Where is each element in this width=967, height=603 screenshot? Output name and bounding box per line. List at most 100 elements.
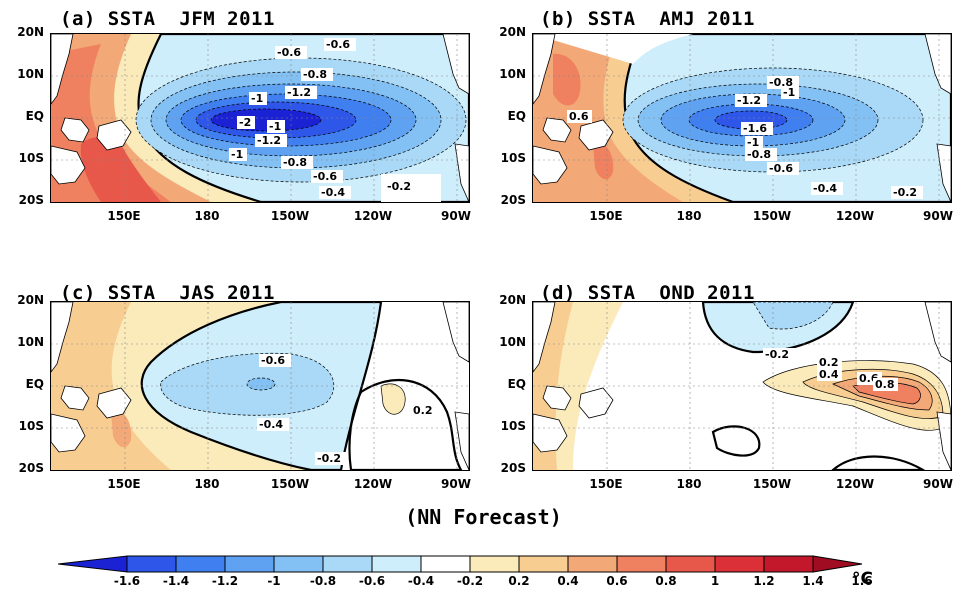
colorbar-swatch: [763, 555, 814, 573]
panel-title-c: (c) SSTA JAS 2011: [60, 282, 275, 304]
contour-label-bg: [873, 378, 898, 391]
colorbar-swatch: [322, 555, 373, 573]
contour-label: 0.6: [569, 110, 589, 123]
land: [924, 34, 951, 95]
contour-label: 0.2: [413, 404, 433, 417]
colorbar-swatch: [616, 555, 667, 573]
lon-label: 180: [676, 477, 702, 491]
land: [60, 117, 90, 143]
colorbar-tick-label: -1.2: [211, 574, 239, 588]
lon-label: 120W: [353, 209, 393, 223]
ssta-shade: [348, 378, 463, 470]
land: [936, 411, 951, 470]
land: [542, 385, 572, 411]
lat-label: 20S: [18, 193, 44, 207]
lat-label: 10N: [17, 335, 44, 349]
colorbar-swatch: [665, 555, 716, 573]
lon-label: 90W: [923, 477, 953, 491]
lat-label: EQ: [25, 377, 44, 391]
contour-label: -0.8: [303, 68, 327, 81]
colorbar-unit: °C: [852, 569, 873, 589]
colorbar-swatch: [812, 555, 863, 573]
lat-label: 10S: [18, 151, 44, 165]
contour-label-bg: [259, 354, 291, 367]
colorbar-tick-label: -1: [267, 574, 281, 588]
contour-label: -0.6: [261, 354, 285, 367]
contour-label-bg: [745, 148, 777, 161]
ssta-shade: [553, 53, 581, 106]
colorbar-tick-label: 0.6: [606, 574, 628, 588]
colorbar-tick-label: 1.2: [753, 574, 775, 588]
colorbar-swatch: [224, 555, 275, 573]
lat-label: 20N: [17, 293, 44, 307]
contour-label: -0.4: [321, 186, 345, 199]
colorbar-tick-label: -0.8: [309, 574, 337, 588]
map-panel-c: -0.6 -0.4 -0.2 0.2: [50, 301, 470, 471]
lat-label: 10S: [500, 419, 526, 433]
contour-label-bg: [257, 418, 289, 431]
colorbar-tick-label: 0.8: [655, 574, 677, 588]
contour-label: -2: [239, 116, 251, 129]
ssta-map-d: -0.20.20.4 0.60.8: [533, 302, 951, 470]
contour-label-bg: [411, 404, 436, 417]
ssta-shade: [380, 383, 406, 415]
contour-label: 0.4: [819, 368, 839, 381]
land: [533, 34, 556, 105]
contour-label-bg: [315, 452, 347, 465]
colorbar-tick-label: 0.2: [508, 574, 530, 588]
lon-label: 150W: [752, 209, 792, 223]
contour-label: -0.8: [769, 76, 793, 89]
lon-label: 120W: [835, 477, 875, 491]
colorbar-swatch: [126, 555, 177, 573]
contour-label: 0.2: [819, 356, 839, 369]
contour-label-bg: [237, 116, 255, 129]
contour-label-bg: [255, 134, 287, 147]
map-panel-d: -0.2 0.2 0.4 0.6 0.8: [532, 301, 952, 471]
contour-label-bg: [817, 368, 842, 381]
contour-label: -0.2: [893, 186, 917, 199]
contour-label-bg: [741, 122, 773, 135]
lat-label: 20N: [499, 293, 526, 307]
lat-label: 10N: [17, 67, 44, 81]
lon-label: 150E: [589, 209, 623, 223]
lon-label: 150W: [270, 477, 310, 491]
land: [442, 302, 469, 363]
land: [924, 302, 951, 363]
ssta-map-b: 0.6-0.8-1.2-1-1.6-1-0.8-0.6-0.4 -0.2: [533, 34, 951, 202]
ssta-shade: [80, 136, 161, 202]
contour-label-bg: [811, 182, 843, 195]
contour-label: -0.2: [387, 180, 411, 193]
land: [578, 387, 614, 419]
lon-label: 150W: [270, 209, 310, 223]
lat-label: 10S: [18, 419, 44, 433]
ssta-map-a: -0.6-0.6-0.8-1 -1.2-1-2-1.2-1-0.8-0.6-0.4…: [51, 34, 469, 202]
contour-label-bg: [767, 76, 799, 89]
contour-label-bg: [267, 120, 285, 133]
contour-label: -0.8: [283, 156, 307, 169]
contour-label: -1: [251, 92, 263, 105]
panel-title-a: (a) SSTA JFM 2011: [60, 8, 275, 30]
contour-label-bg: [229, 148, 247, 161]
colorbar-tick-label: 1.4: [802, 574, 824, 588]
contour-label-bg: [275, 46, 307, 59]
contour-label: -0.8: [747, 148, 771, 161]
lat-label: 20S: [18, 461, 44, 475]
contour-label: 0.8: [875, 378, 895, 391]
contour-label-bg: [285, 86, 317, 99]
contour-label-bg: [891, 186, 923, 199]
colorbar-tick-label: 0.4: [557, 574, 579, 588]
lon-label: 120W: [835, 209, 875, 223]
contour-label-bg: [319, 186, 351, 199]
ssta-shade: [210, 108, 322, 132]
ssta-map-c: -0.6 -0.4 -0.2 0.2: [51, 302, 469, 470]
contour-label: -0.6: [277, 46, 301, 59]
lat-label: 20N: [17, 25, 44, 39]
contour-label-bg: [745, 136, 763, 149]
colorbar-tick-label: 1.6: [851, 574, 873, 588]
contour-label: -0.4: [813, 182, 837, 195]
colorbar: [58, 555, 863, 573]
forecast-subtitle: (NN Forecast): [405, 505, 562, 529]
ssta-shade: [831, 455, 926, 470]
colorbar-tick-label: -0.4: [407, 574, 435, 588]
colorbar-tick-label: -0.2: [456, 574, 484, 588]
